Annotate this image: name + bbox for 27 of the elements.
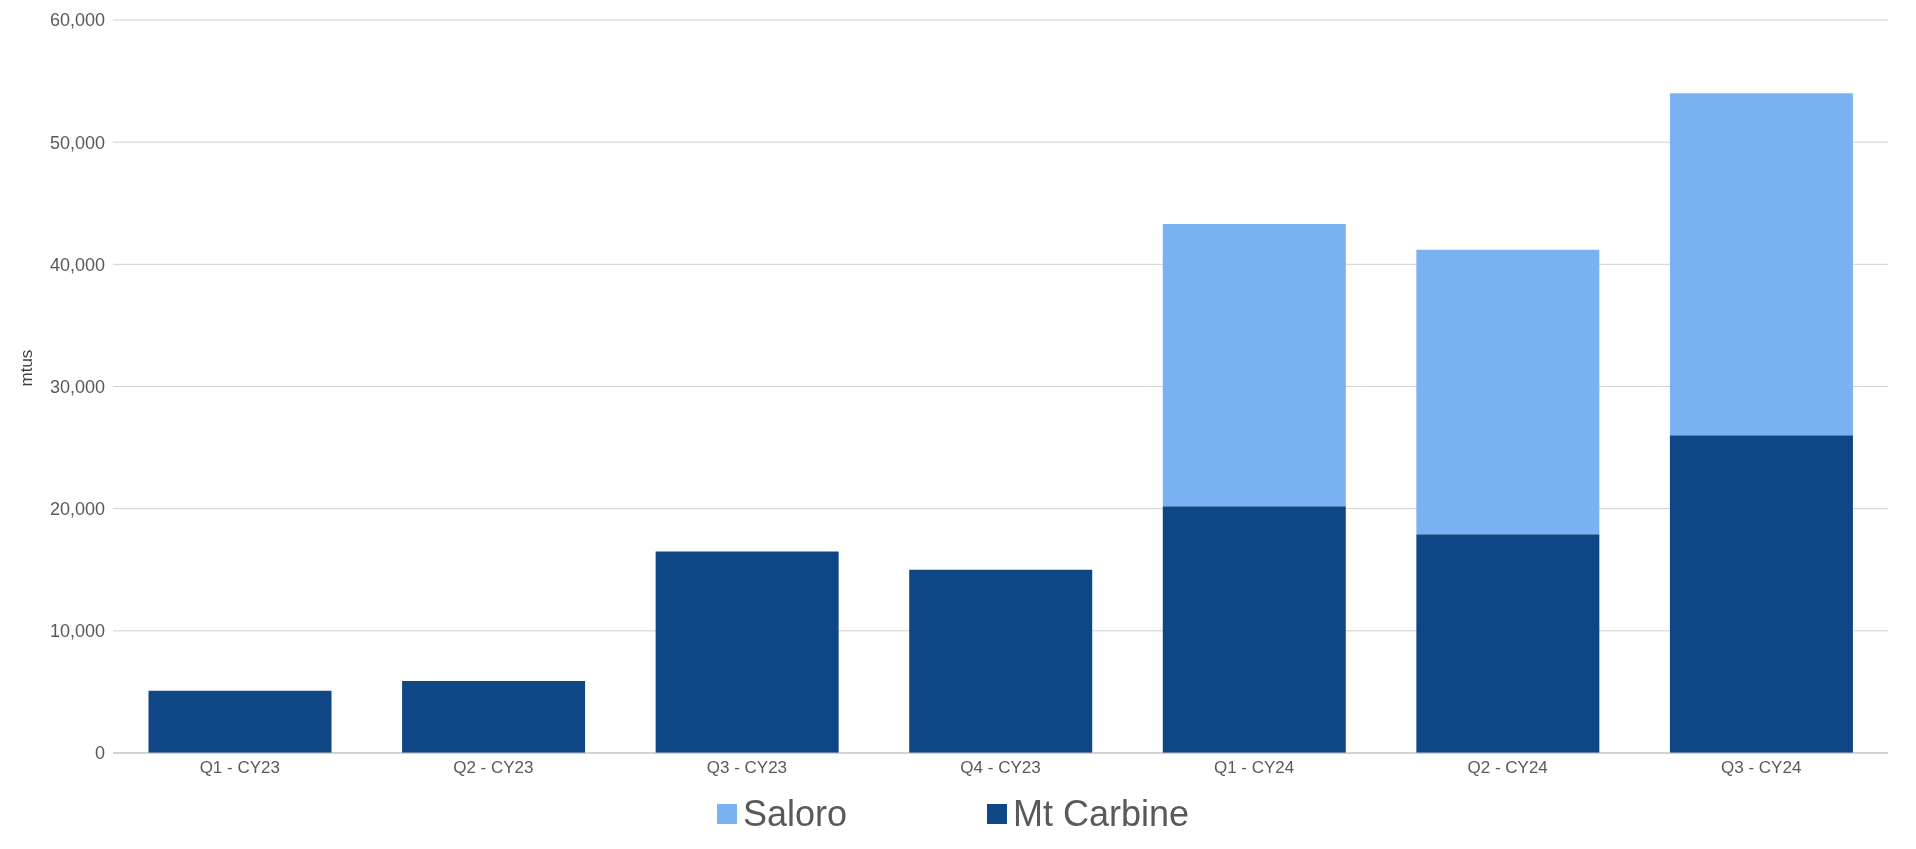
bar [1162, 506, 1346, 753]
y-tick-label: 60,000 [49, 10, 105, 31]
bar [655, 551, 839, 753]
x-tick-label: Q3 - CY24 [1721, 758, 1802, 778]
x-tick-label: Q3 - CY23 [706, 758, 788, 778]
legend-label: Mt Carbine [1013, 793, 1190, 835]
y-tick-label: 20,000 [49, 499, 105, 520]
bar [1416, 249, 1600, 535]
x-tick-label: Q4 - CY23 [960, 758, 1041, 778]
bar [1669, 435, 1853, 753]
bar [402, 680, 586, 753]
y-tick-label: 0 [94, 743, 105, 764]
x-tick-label: Q1 - CY23 [199, 758, 280, 778]
bar [1162, 224, 1346, 507]
y-tick-label: 30,000 [49, 376, 105, 397]
bar [909, 569, 1093, 753]
x-tick-label: Q2 - CY24 [1467, 758, 1548, 778]
y-axis-title: mtus [17, 349, 37, 387]
bar [148, 690, 332, 753]
bar [1416, 534, 1600, 753]
y-tick-label: 40,000 [49, 254, 105, 275]
x-tick-label: Q2 - CY23 [453, 758, 534, 778]
x-tick-label: Q1 - CY24 [1213, 758, 1295, 778]
y-tick-label: 10,000 [49, 621, 105, 642]
legend-label: Saloro [742, 793, 847, 835]
y-tick-label: 50,000 [49, 132, 105, 153]
bar [1669, 93, 1853, 436]
